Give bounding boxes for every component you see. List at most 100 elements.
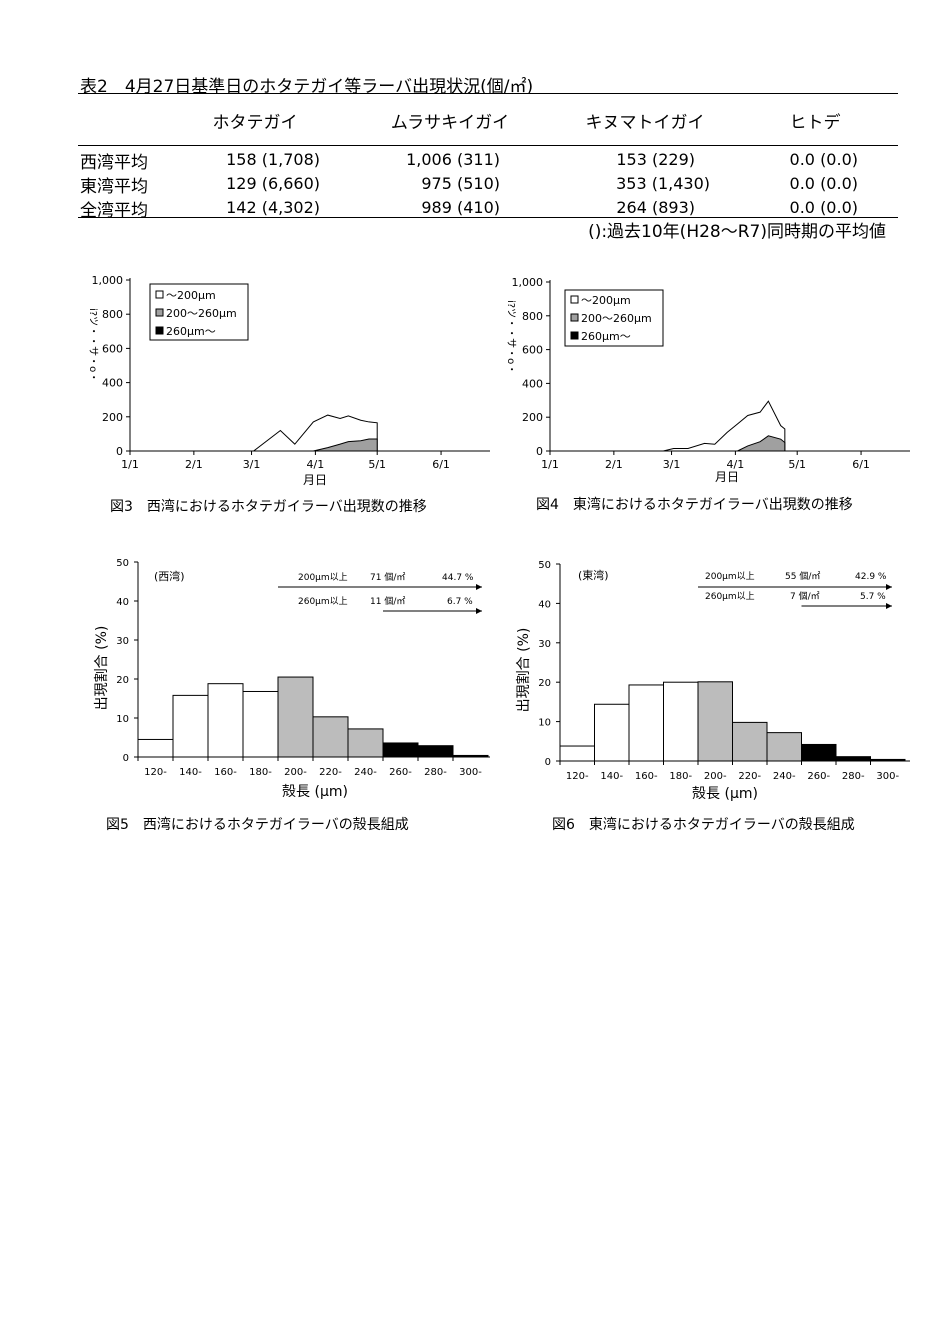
fig6-ytick-label: 20: [538, 678, 551, 689]
fig4-xtick-label: 1/1: [541, 458, 559, 471]
fig4-ytick-label: 600: [522, 344, 543, 357]
fig6-annot-label-260: 260μm以上: [705, 591, 755, 602]
fig3-caption: 図3 西湾におけるホタテガイラーバ出現数の推移: [110, 499, 427, 515]
fig4-chart: 0 200 400 600 800 1,000 1/1 2/1 3/1 4/1 5/1 6/1 i?…: [505, 276, 910, 484]
fig6-xtick-label: 260-: [807, 771, 830, 782]
fig6-xtick-label: 140-: [600, 771, 623, 782]
fig5-ytick-label: 20: [116, 675, 129, 686]
fig6-bar: [766, 732, 802, 762]
fig6-arrowhead-200: [886, 584, 892, 590]
cell-east-kinumatoigai: 353 (1,430): [616, 174, 710, 193]
cell-east-starfish: 0.0 (0.0): [789, 174, 858, 193]
fig5-xtick-label: 260-: [389, 767, 412, 778]
fig3-ytick-label: 400: [102, 377, 123, 390]
fig6-xtick-label: 160-: [635, 771, 658, 782]
fig6-ytick-label: 50: [538, 560, 551, 571]
fig4-legend-large: 260μm～: [581, 330, 631, 343]
fig4-series-small: [663, 400, 786, 452]
cell-east-scallop: 129 (6,660): [226, 174, 320, 193]
fig6-ytick-label: 10: [538, 718, 551, 729]
fig5-xtick-label: 200-: [284, 767, 307, 778]
fig3-xtick-label: 4/1: [307, 458, 325, 471]
fig5-xtick-label: 120-: [144, 767, 167, 778]
table-top-rule: [78, 93, 898, 94]
fig5-ytick-label: 0: [123, 753, 129, 764]
fig6-caption: 図6 東湾におけるホタテガイラーバの殻長組成: [552, 817, 855, 833]
fig5-xtick-label: 160-: [214, 767, 237, 778]
fig3-legend-swatch-mid: [155, 308, 164, 317]
fig5-ytick-label: 50: [116, 558, 129, 569]
fig3-legend-swatch-small: [155, 290, 164, 299]
fig3-xtick-label: 5/1: [368, 458, 386, 471]
fig6-annot-pct-200: 42.9 %: [855, 572, 887, 582]
fig4-xtick-label: 3/1: [663, 458, 681, 471]
fig6-bar: [663, 681, 699, 762]
fig6-chart: 0 10 20 30 40 50 120- 140- 160- 180- 200- 220- 240-…: [515, 560, 910, 802]
fig5-caption: 図5 西湾におけるホタテガイラーバの殻長組成: [106, 817, 409, 833]
fig5-bar: [417, 745, 454, 758]
fig3-legend-small: ～200μm: [166, 289, 216, 302]
fig3-chart: 0 200 400 600 800 1,000 1/1 2/1 3/1 4/1 5/1 6/1 i?…: [87, 274, 490, 487]
fig5-xtick-label: 280-: [424, 767, 447, 778]
fig4-legend-swatch-small: [570, 295, 579, 304]
fig4-ytick-label: 200: [522, 411, 543, 424]
fig4-ylabel: i?ツ・・サ・o・: [505, 300, 517, 374]
fig4-xtick-label: 5/1: [788, 458, 806, 471]
fig5-annot-label-200: 200μm以上: [298, 572, 348, 583]
fig3-xtick-label: 6/1: [432, 458, 450, 471]
fig4-legend-swatch-mid: [570, 313, 579, 322]
fig5-xtick-label: 180-: [249, 767, 272, 778]
fig3-ytick-label: 1,000: [92, 274, 124, 287]
fig3-series-mid: [313, 438, 378, 452]
fig3-ylabel: i?ツ・・サ・o・: [87, 308, 99, 382]
fig4-xtick-label: 6/1: [852, 458, 870, 471]
fig3-legend: ～200μm 200～260μm 260μm～: [149, 283, 249, 341]
fig5-bar: [242, 690, 279, 758]
column-header-scallop: ホタテガイ: [212, 113, 298, 133]
fig5-bar: [137, 738, 174, 758]
cell-west-mussel: 1,006 (311): [406, 150, 500, 169]
fig6-bar: [697, 681, 733, 762]
fig6-annot-count-200: 55 個/㎡: [785, 570, 820, 582]
fig6-xtick-label: 120-: [566, 771, 589, 782]
table-bottom-rule: [78, 217, 898, 218]
fig3-legend-mid: 200～260μm: [166, 307, 237, 320]
fig5-xtick-label: 140-: [179, 767, 202, 778]
fig5-ytick-label: 30: [116, 636, 129, 647]
fig5-ylabel: 出現割合 (%): [93, 626, 110, 711]
column-header-kinumatoigai: キヌマトイガイ: [585, 113, 705, 133]
fig3-legend-swatch-large: [155, 326, 164, 335]
fig5-bar: [277, 676, 314, 758]
cell-east-mussel: 975 (510): [421, 174, 500, 193]
fig6-bar: [559, 745, 595, 762]
fig6-annot-label-200: 200μm以上: [705, 571, 755, 582]
cell-all-mussel: 989 (410): [421, 198, 500, 217]
fig6-bar: [835, 756, 871, 762]
fig6-bar: [628, 684, 664, 762]
fig5-panel-label: (西湾): [154, 569, 185, 583]
fig5-bar: [172, 694, 209, 758]
fig5-xlabel: 殻長 (μm): [282, 784, 348, 800]
fig6-xtick-label: 240-: [773, 771, 796, 782]
fig4-legend-swatch-large: [570, 331, 579, 340]
fig5-bar: [382, 742, 419, 758]
fig6-xtick-label: 300-: [876, 771, 899, 782]
column-header-starfish: ヒトデ: [789, 113, 841, 133]
fig4-legend: ～200μm 200～260μm 260μm～: [564, 289, 664, 347]
fig6-xtick-label: 280-: [842, 771, 865, 782]
fig3-ytick-label: 0: [116, 445, 123, 458]
row-label-all: 全湾平均: [80, 201, 148, 221]
fig3-xtick-label: 1/1: [121, 458, 139, 471]
fig4-legend-mid: 200～260μm: [581, 312, 652, 325]
cell-all-starfish: 0.0 (0.0): [789, 198, 858, 217]
cell-all-kinumatoigai: 264 (893): [616, 198, 695, 217]
fig5-arrowhead-200: [476, 584, 482, 590]
fig3-ytick-label: 200: [102, 411, 123, 424]
fig6-arrowhead-260: [886, 603, 892, 609]
table-header-rule: [78, 145, 898, 146]
fig6-bar: [732, 721, 768, 762]
fig5-bar: [312, 716, 349, 758]
fig5-annot-count-260: 11 個/㎡: [370, 595, 405, 607]
table-title: 表2 4月27日基準日のホタテガイ等ラーバ出現状況(個/㎡): [80, 77, 534, 97]
row-label-west: 西湾平均: [80, 153, 148, 173]
